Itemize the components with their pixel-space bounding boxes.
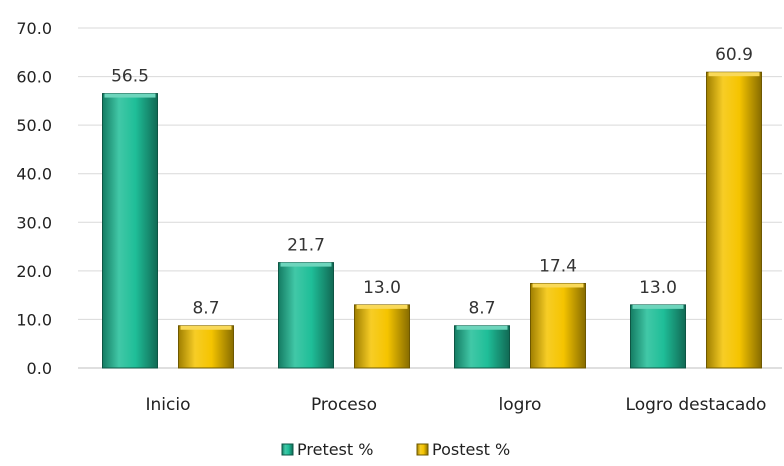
bar-top-highlight: [280, 262, 332, 267]
bar-top-highlight: [632, 304, 684, 309]
gridlines: [78, 27, 782, 369]
x-category-label: logro: [499, 395, 542, 415]
x-category-label: Proceso: [311, 395, 377, 415]
data-label: 8.7: [468, 299, 495, 319]
bar-top-highlight: [356, 304, 408, 309]
y-tick-label: 10.0: [16, 310, 52, 329]
y-tick-label: 50.0: [16, 116, 52, 135]
y-tick-label: 40.0: [16, 165, 52, 184]
legend-swatch-1: [416, 443, 429, 456]
bar-postest-3: [706, 71, 762, 369]
data-label: 13.0: [363, 278, 401, 298]
data-label: 8.7: [192, 299, 219, 319]
y-tick-label: 20.0: [16, 262, 52, 281]
data-labels: 56.5 8.7 21.7 13.0 8.7 17.4 13.0 60.9: [111, 45, 753, 319]
legend: Pretest % Postest %: [281, 440, 510, 459]
legend-label-1: Postest %: [432, 440, 510, 459]
data-label: 56.5: [111, 67, 149, 87]
bar-postest-2: [530, 282, 586, 369]
bar-top-highlight: [104, 93, 156, 98]
bar-pretest-3: [630, 304, 686, 369]
y-tick-label: 30.0: [16, 213, 52, 232]
bar-pretest-1: [278, 262, 334, 369]
y-tick-label: 0.0: [27, 359, 52, 378]
x-category-label: Logro destacado: [626, 395, 767, 415]
bars: [102, 71, 762, 369]
bar-postest-1: [354, 304, 410, 369]
y-tick-label: 70.0: [16, 19, 52, 38]
data-label: 21.7: [287, 236, 325, 256]
legend-label-0: Pretest %: [297, 440, 373, 459]
x-axis: Inicio Proceso logro Logro destacado: [146, 395, 767, 415]
bar-top-highlight: [456, 325, 508, 330]
bar-postest-0: [178, 325, 234, 369]
bar-pretest-2: [454, 325, 510, 369]
x-category-label: Inicio: [146, 395, 191, 415]
legend-swatch-0: [281, 443, 294, 456]
bar-top-highlight: [180, 325, 232, 330]
bar-top-highlight: [532, 283, 584, 288]
y-tick-label: 60.0: [16, 68, 52, 87]
bar-top-highlight: [708, 72, 760, 77]
data-label: 60.9: [715, 45, 753, 65]
bar-pretest-0: [102, 93, 158, 369]
y-axis: 0.0 10.0 20.0 30.0 40.0 50.0 60.0 70.0: [16, 19, 52, 378]
data-label: 17.4: [539, 256, 577, 276]
data-label: 13.0: [639, 278, 677, 298]
